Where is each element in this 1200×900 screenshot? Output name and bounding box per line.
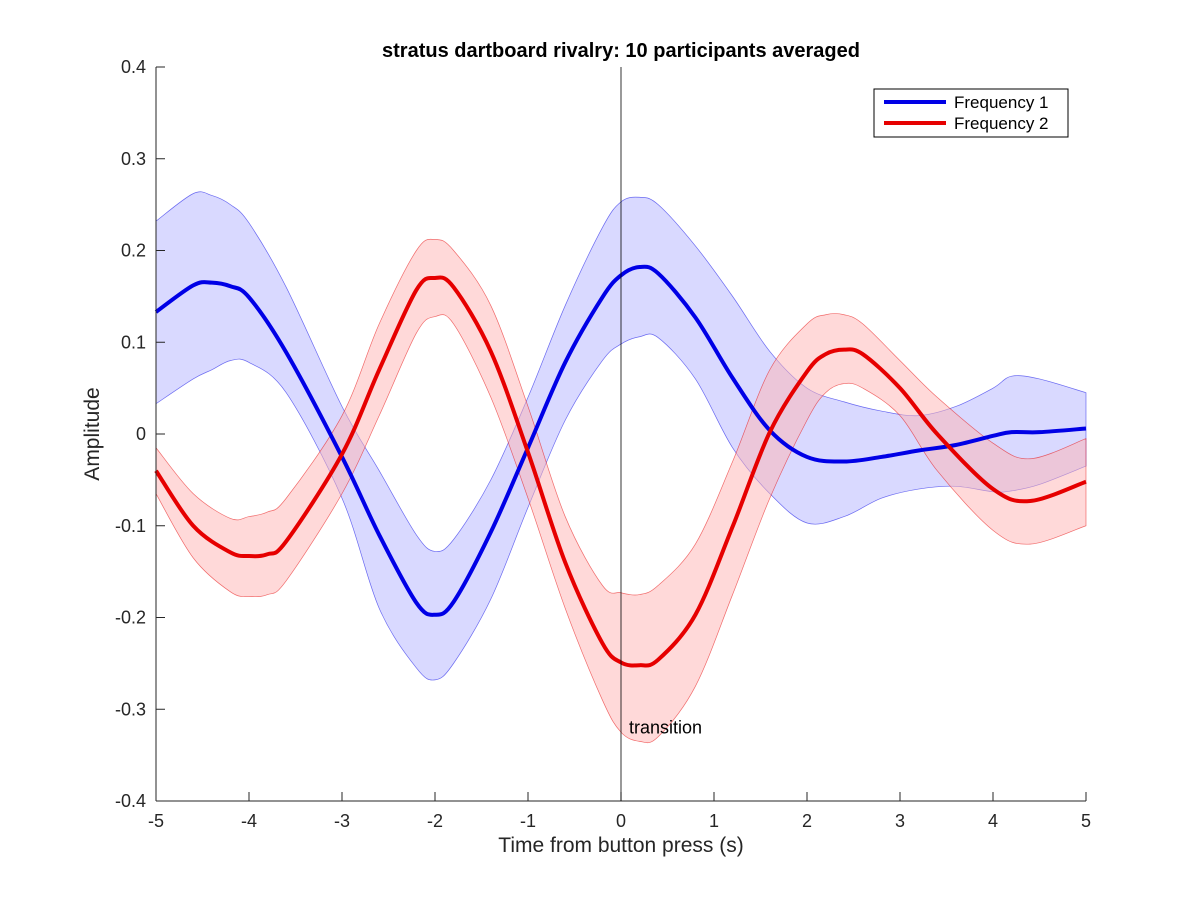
x-tick-label: 5: [1081, 811, 1091, 831]
x-tick-label: 0: [616, 811, 626, 831]
legend-label-frequency-2: Frequency 2: [954, 114, 1049, 133]
y-tick-label: 0.2: [121, 241, 146, 261]
band-frequency-2: [155, 238, 1087, 744]
y-tick-label: 0.3: [121, 149, 146, 169]
x-tick-label: 3: [895, 811, 905, 831]
x-tick-label: -5: [148, 811, 164, 831]
chart-title: stratus dartboard rivalry: 10 participan…: [382, 40, 860, 62]
y-tick-label: 0: [136, 424, 146, 444]
x-tick-label: -4: [241, 811, 257, 831]
axes: -5 -4 -3 -2 -1 0 1 2 3 4 5 -0.4 -0.3 -0.2 -0.1 0 0.1 0.2 0…: [115, 57, 1091, 831]
y-axis-label: Amplitude: [81, 387, 104, 480]
y-tick-label: -0.1: [115, 516, 146, 536]
x-axis-label: Time from button press (s): [498, 834, 743, 857]
x-tick-label: -3: [334, 811, 350, 831]
line-frequency-2: [154, 275, 1087, 668]
transition-annotation: transition: [629, 718, 702, 738]
legend-label-frequency-1: Frequency 1: [954, 93, 1049, 112]
y-tick-label: -0.2: [115, 608, 146, 628]
legend: Frequency 1 Frequency 2: [873, 88, 1069, 138]
line-frequency-1: [154, 264, 1087, 617]
y-tick-label: -0.3: [115, 699, 146, 719]
series-lines: [154, 264, 1087, 668]
x-tick-label: 4: [988, 811, 998, 831]
legend-box: [873, 88, 1069, 138]
y-tick-label: 0.1: [121, 332, 146, 352]
y-tick-label: -0.4: [115, 791, 146, 811]
x-tick-label: -2: [427, 811, 443, 831]
x-tick-label: 1: [709, 811, 719, 831]
x-tick-label: 2: [802, 811, 812, 831]
y-tick-label: 0.4: [121, 57, 146, 77]
x-tick-label: -1: [520, 811, 536, 831]
